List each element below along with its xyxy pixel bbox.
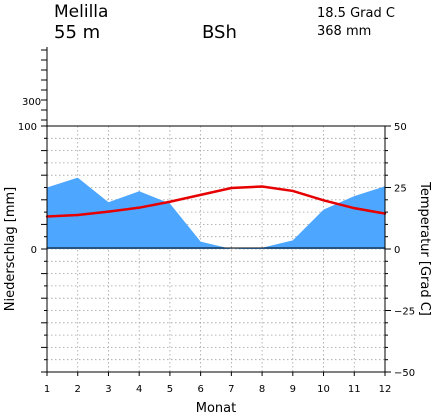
- temperature-tick-label: 0: [394, 245, 400, 256]
- x-axis-title: Monat: [196, 401, 236, 416]
- right-axis-title: Temperatur [Grad C]: [417, 181, 432, 316]
- temperature-tick-label: −25: [394, 307, 415, 318]
- precipitation-tick-label: 100: [18, 122, 37, 133]
- left-axis-title: Niederschlag [mm]: [3, 187, 18, 312]
- temperature-point: [137, 206, 141, 209]
- mean-temperature: 18.5 Grad C: [317, 6, 395, 21]
- temperature-point: [199, 193, 202, 197]
- temperature-point: [107, 210, 110, 213]
- month-tick-label: 1: [44, 384, 50, 395]
- climate-class: BSh: [202, 22, 237, 43]
- month-tick-labels: 1 2 3 4 5 6 7 8 9 10 11 12: [44, 372, 392, 395]
- month-tick-label: 8: [259, 384, 265, 395]
- temperature-tick-label: 25: [394, 184, 407, 195]
- plot-area: [45, 125, 387, 373]
- annual-precipitation: 368 mm: [317, 24, 371, 39]
- month-tick-label: 7: [228, 384, 234, 395]
- station-elevation: 55 m: [54, 22, 100, 43]
- temperature-line: [46, 185, 386, 218]
- station-name: Melilla: [54, 2, 108, 22]
- temperature-tick-label: −50: [394, 368, 415, 379]
- temperature-point: [291, 189, 295, 193]
- temperature-tick-labels: 50 25 0 −25 −50: [385, 122, 415, 379]
- month-tick-label: 10: [317, 384, 330, 395]
- precipitation-tick-labels: 100 0: [18, 122, 47, 373]
- precipitation-area: [47, 177, 385, 249]
- temperature-point: [322, 199, 325, 202]
- month-tick-label: 9: [290, 384, 296, 395]
- month-tick-label: 6: [197, 384, 203, 395]
- upper-axis-label: 300: [22, 97, 41, 108]
- temperature-tick-label: 50: [394, 122, 407, 133]
- upper-precipitation-axis: 300: [22, 47, 48, 126]
- temperature-point: [168, 200, 172, 203]
- month-tick-label: 2: [75, 384, 81, 395]
- month-tick-label: 5: [167, 384, 173, 395]
- temperature-point: [353, 206, 356, 210]
- month-tick-label: 11: [348, 384, 361, 395]
- temperature-points: [45, 185, 387, 218]
- upper-axis-ticks: [41, 49, 47, 121]
- temperature-point: [260, 185, 264, 188]
- temperature-point: [230, 186, 233, 190]
- month-tick-label: 4: [136, 384, 142, 395]
- precipitation-tick-label: 0: [31, 245, 37, 256]
- temperature-point: [76, 213, 79, 217]
- month-tick-label: 3: [105, 384, 111, 395]
- month-tick-label: 12: [379, 384, 392, 395]
